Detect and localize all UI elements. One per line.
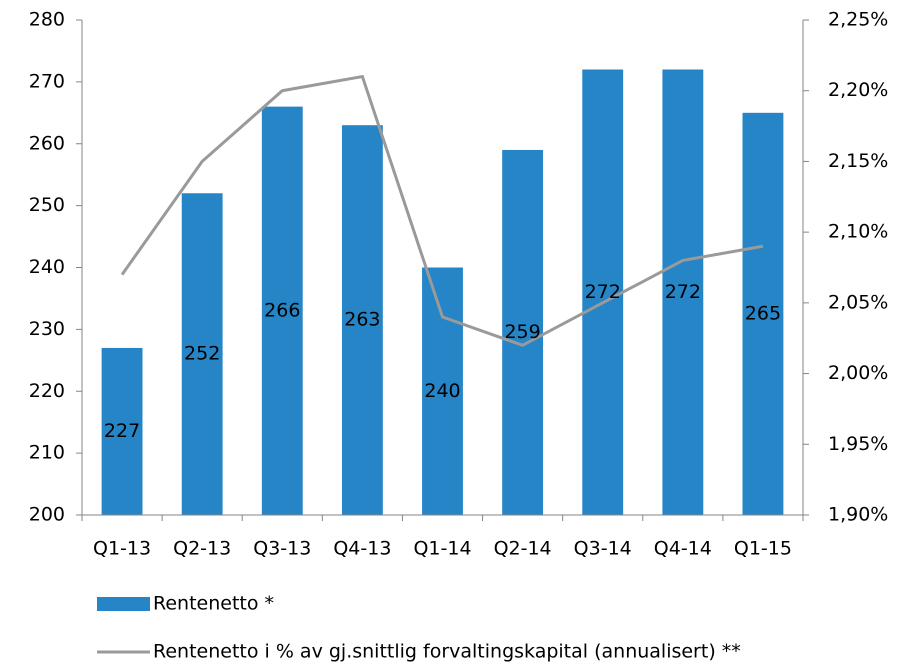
y2-tick-label: 2,20%: [828, 79, 888, 101]
x-tick-label: Q2-14: [494, 538, 552, 560]
x-tick-label: Q1-13: [93, 538, 151, 560]
y-tick-label: 210: [29, 442, 65, 464]
bar: [261, 106, 303, 515]
x-tick-label: Q1-15: [734, 538, 792, 560]
y-tick-label: 240: [29, 256, 65, 278]
data-label: 252: [184, 343, 220, 365]
y2-tick-label: 2,05%: [828, 291, 888, 313]
x-tick-label: Q3-13: [253, 538, 311, 560]
legend-label: Rentenetto *: [153, 593, 274, 615]
x-tick-label: Q2-13: [173, 538, 231, 560]
y-tick-label: 220: [29, 380, 65, 402]
bar: [502, 149, 544, 515]
bar: [422, 267, 463, 515]
y2-tick-label: 1,90%: [828, 504, 888, 526]
y-tick-label: 260: [29, 132, 65, 154]
x-tick-label: Q3-14: [574, 538, 632, 560]
data-label: 240: [424, 380, 460, 402]
y2-tick-label: 2,10%: [828, 221, 888, 243]
data-label: 272: [665, 281, 701, 303]
legend-swatch: [97, 597, 150, 611]
bar: [742, 112, 784, 515]
y-tick-label: 200: [29, 504, 65, 526]
data-label: 266: [264, 299, 300, 321]
data-label: 265: [745, 302, 781, 324]
data-label: 259: [504, 321, 540, 343]
data-label: 263: [344, 309, 380, 331]
bar: [101, 347, 143, 515]
bar: [582, 69, 624, 515]
line: [120, 74, 764, 347]
x-tick-label: Q1-14: [413, 538, 471, 560]
y2-tick-label: 1,95%: [828, 433, 888, 455]
data-label: 227: [104, 420, 140, 442]
y-tick-label: 250: [29, 194, 65, 216]
x-tick-label: Q4-14: [654, 538, 712, 560]
bar: [341, 125, 383, 515]
y-tick-label: 280: [29, 9, 65, 31]
x-tick-label: Q4-13: [333, 538, 391, 560]
bar: [662, 69, 704, 515]
legend-label: Rentenetto i % av gj.snittlig forvalting…: [153, 641, 741, 663]
y2-tick-label: 2,15%: [828, 150, 888, 172]
bar: [181, 193, 223, 515]
y-tick-label: 270: [29, 70, 65, 92]
y-tick-label: 230: [29, 318, 65, 340]
y2-tick-label: 2,00%: [828, 362, 888, 384]
y2-tick-label: 2,25%: [828, 9, 888, 31]
data-label: 272: [585, 281, 621, 303]
